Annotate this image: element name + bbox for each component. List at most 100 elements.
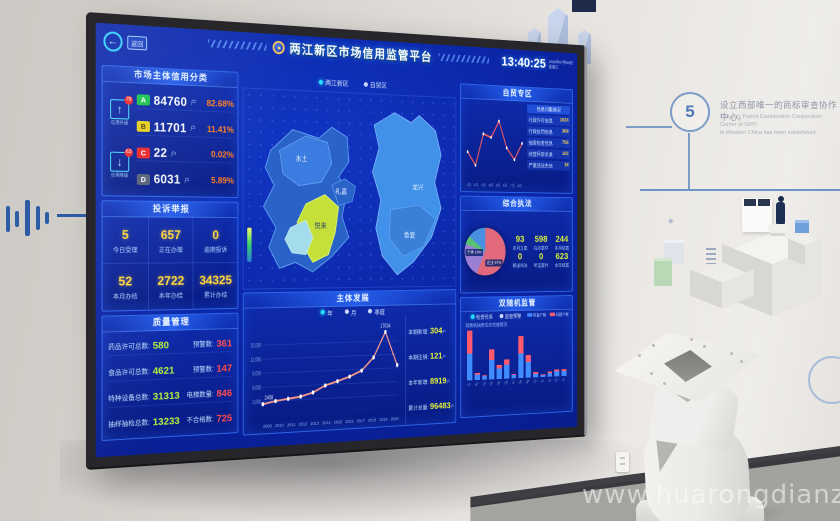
svg-text:鱼复: 鱼复 [404,231,415,239]
list-header: 信息归集情况 [527,104,571,115]
svg-text:9,000: 9,000 [252,371,261,378]
panel-title: 综合执法 [460,196,573,212]
complaints-panel: 投诉举报 5 今日受理 657 正在办理 0 逾期投诉 52 本月办结 2722 本年办结… [101,200,239,312]
svg-text:17034: 17034 [380,323,390,330]
waveform-bar [15,211,19,227]
credit-downgrade-button[interactable]: ↓ 63 信用降级 [110,148,133,179]
downgrade-label: 信用降级 [111,172,129,178]
stacked-bar [489,330,495,380]
radio-on-icon [320,309,325,315]
upgrade-badge: 78 [124,95,133,105]
stacked-bar [540,328,546,378]
screw-icon [740,360,743,363]
radio-on-icon [318,79,323,85]
svg-text:龙兴: 龙兴 [412,183,423,191]
enforcement-panel: 综合执法 个体 23% 企业 57% 93 本月立案 598 在办案件 244 本月结… [460,195,573,294]
clock-weekday: 星期三 [548,64,559,70]
list-item: 严重违法失信 18 [527,160,571,171]
chair [768,224,788,233]
display-bezel: ← 返回 两江新区市场信用监管平台 13:40:25 2020年07月08日 星… [86,12,588,470]
development-stats: 本期新增: 304户 本期注销: 121户 本年新增: 8919户 累计总量: … [405,314,456,426]
stat-cell: 0 逾期投诉 [193,217,238,264]
credit-row: A 84760 户 82.68% [136,92,234,113]
quality-row: 食品许可总数: 4621 预警数: 147 [108,360,233,382]
svg-text:2408: 2408 [265,395,274,402]
option-tasks[interactable]: 检查任务 [470,313,493,321]
legend-year[interactable]: 年 [320,307,333,317]
waveform-bar [36,206,40,230]
svg-text:12,000: 12,000 [250,357,261,364]
grade-badge: A [136,94,150,106]
cube-green [654,258,672,286]
stat-cell: 598 在办案件 [533,234,549,252]
quality-panel: 质量管理 药品许可总数: 580 预警数: 361 食品许可总数: 4621 预警数:… [101,312,239,442]
timeline-line [688,133,690,190]
option-alerts[interactable]: 监管预警 [499,312,521,320]
upgrade-label: 信用升级 [111,119,129,126]
panel-title: 投诉举报 [102,201,238,219]
tab-ftz[interactable]: 自贸区 [363,80,387,90]
ftz-line-chart: 1月 2月 3月 4月 5月 6月 7月 8月 [463,101,525,189]
header-decor-right [437,53,489,64]
ftz-panel: 自贸专区 1月 2月 3月 4月 5月 6月 7月 8月 信息归集情况 行政许可信息 1024 … [460,83,573,194]
stat-cell: 0 移送司法 [512,251,528,270]
credit-upgrade-button[interactable]: ↑ 78 信用升级 [110,95,133,126]
timeline-line [57,214,91,217]
milestone-number: 5 [670,92,710,132]
ladder-icon [706,248,716,264]
timeline-line [626,126,672,128]
radio-off-icon [499,313,504,319]
stacked-bar [525,329,531,378]
random-inspection-panel: 双随机监管 检查任务 监管预警 检查户数 问题户数 双随机抽查任务完成情况 [460,295,573,419]
quality-row: 药品许可总数: 580 预警数: 361 [108,335,233,356]
wall-outlet [616,452,629,472]
stat-cell: 5 今日受理 [102,217,149,264]
credit-row: C 22 户 0.02% [136,144,234,164]
star-icon: * [668,215,674,231]
monitor-icon [758,199,770,206]
legend-month[interactable]: 月 [344,307,356,316]
legend-quarter[interactable]: 季度 [367,306,385,316]
grade-badge: C [136,147,150,159]
stat-cell: 2722 本年办结 [148,263,194,310]
svg-text:3,000: 3,000 [252,399,261,406]
legend-red-chip [549,312,555,316]
grade-badge: D [136,173,150,185]
timeline-line [640,189,840,191]
stacked-bar [533,329,539,378]
milestone-number-text: 5 [685,102,695,121]
x-axis-labels: 1月 2月 3月 4月 5月 6月 7月 8月 [466,182,522,188]
region-map[interactable]: 水土 礼嘉 悦来 龙兴 鱼复 [242,87,457,290]
list-item: 行政处罚信息 368 [527,126,571,138]
svg-text:水土: 水土 [295,154,307,163]
radio-off-icon [344,309,349,315]
stat-cell: 623 本年结案 [554,251,570,269]
header-decor-left [208,39,267,51]
tab-liangjiang[interactable]: 两江新区 [318,77,349,88]
list-item: 经营异常名录 102 [527,148,571,160]
page-title: 两江新区市场信用监管平台 [289,41,433,64]
stacked-bar [547,328,553,377]
entity-development-panel: 主体发展 年 月 季度 3,000 6,000 9,000 12,000 15,000 2… [242,289,457,436]
map-color-scale [247,227,252,262]
screw-icon [703,345,706,348]
pie-label: 企业 57% [485,259,503,267]
map-svg: 水土 礼嘉 悦来 龙兴 鱼复 [244,88,456,288]
milestone-circle-partial [808,356,840,404]
credit-row: B 11701 户 11.41% [136,118,234,139]
ftz-info-list: 信息归集情况 行政许可信息 1024 行政处罚信息 368 抽查检查信息 756 经营… [525,104,571,190]
stacked-bar-chart [461,326,572,381]
stat-cell: 657 正在办理 [148,217,194,264]
stacked-bar [496,330,502,380]
stacked-bar [481,330,488,380]
waveform-bar [45,212,49,224]
stat-cell: 0 听证案件 [533,251,549,269]
credit-classification-panel: 市场主体信用分类 ↑ 78 信用升级 ↓ 63 [101,64,239,199]
svg-text:6,000: 6,000 [252,385,261,392]
screw-icon [663,382,666,385]
dashboard-screen: ← 返回 两江新区市场信用监管平台 13:40:25 2020年07月08日 星… [95,22,578,458]
screw-icon [730,352,733,355]
stacked-bar [561,328,567,377]
monitor-icon [744,199,756,206]
